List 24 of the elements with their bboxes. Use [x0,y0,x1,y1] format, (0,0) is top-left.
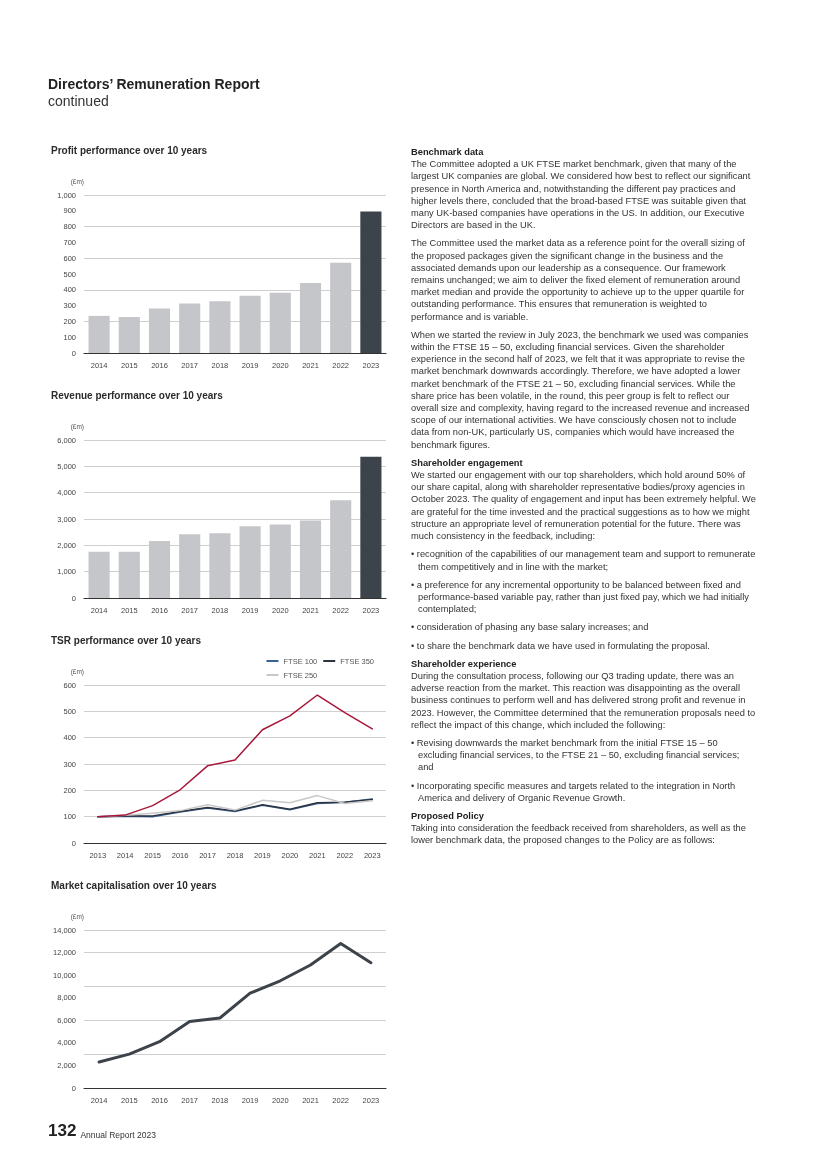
text: • recognition of the capabilities of our management team and support to remunerate them competitively and in line with the market; [411,548,757,573]
text: Benchmark data [411,146,485,159]
text: During the consultation process, following our Q3 trading update, there was an adverse reaction from the market. This reaction was disappointing as the overall business continues to perform well and has delivered strong profit and revenue in 2023. However, the Committee determined that the remuneration proposals need to reflect the impact of this change, which included the following: [411,669,757,731]
text: • a preference for any incremental opportunity to be balanced between fixed and performance-based variable pay, rather than just fixed pay, which we had initially contemplated; [411,578,750,616]
text: Annual Report 2023 [80,1130,156,1140]
text: continued [48,93,109,109]
text: Taking into consideration the feedback received from shareholders, as well as the lower benchmark data, the proposed changes to the Policy are as follows: [411,822,747,847]
text: Shareholder experience [411,657,518,670]
text: • Revising downwards the market benchmark from the initial FTSE 15 – 50 excluding financial services, to the FTSE 21 – 50, excluding financial services; and [411,736,741,774]
text: • Incorporating specific measures and targets related to the integration in North America and delivery of Organic Revenue Growth. [411,779,737,804]
text: Shareholder engagement [411,456,524,470]
text: • to share the benchmark data we have used in formulating the proposal. [411,639,711,652]
chart-title: Profit performance over 10 years [51,144,208,156]
text: Directors’ Remuneration Report [48,76,260,92]
text: We started our engagement with our top shareholders, which hold around 50% of our share capital, along with shareholder representative bodies/proxy agencies in October 2023. The quality of engagement and input has been extremely helpful. We are grateful for the time invested and the practical suggestions as to how we might structure an appropriate level of remuneration potential for the future. There was much consistency in the feedback, including: [411,469,757,543]
text: The Committee used the market data as a reference point for the overall sizing of the proposed packages given the significant change in the business and the associated demands upon our leadership as a consequence. Our framework remains unchanged; we aim to deliver the fixed element of remuneration around market median and provide the opportunity to achieve up to the upper quartile for outstanding performance. This ensures that remuneration is weighted to performance and is variable. [411,237,746,323]
text: The Committee adopted a UK FTSE market benchmark, given that many of the largest UK companies are global. We considered how best to reflect our significant presence in North America and, notwithstanding the different pay practices and higher levels there, concluded that the broad-based FTSE was suitable given that many UK-based companies have operations in the US. In addition, our Executive Directors are based in the UK. [411,158,752,232]
text: • consideration of phasing any base salary increases; and [411,621,650,634]
text: When we started the review in July 2023, the benchmark we used was companies within the FTSE 15 – 50, excluding financial services. Given the shareholder experience in the second half of 2023, we felt that it was appropriate to revise the market benchmark downwards accordingly. Therefore, we have adopted a lower market benchmark of the FTSE 21 – 50, excluding financial services. While the share price has been volatile, in the round, this peer group is felt to reflect our overall size and complexity, having regard to the increased revenue and increased scope of our international activities. We have consciously chosen not to include data from non-UK, particularly US, companies which would have increased the benchmark figures. [411,329,750,450]
chart-title: Revenue performance over 10 years [51,389,224,401]
text: 132 [48,1121,77,1140]
chart-title: TSR performance over 10 years [51,634,202,646]
text: Proposed Policy [411,809,485,823]
chart-title: Market capitalisation over 10 years [51,879,218,891]
